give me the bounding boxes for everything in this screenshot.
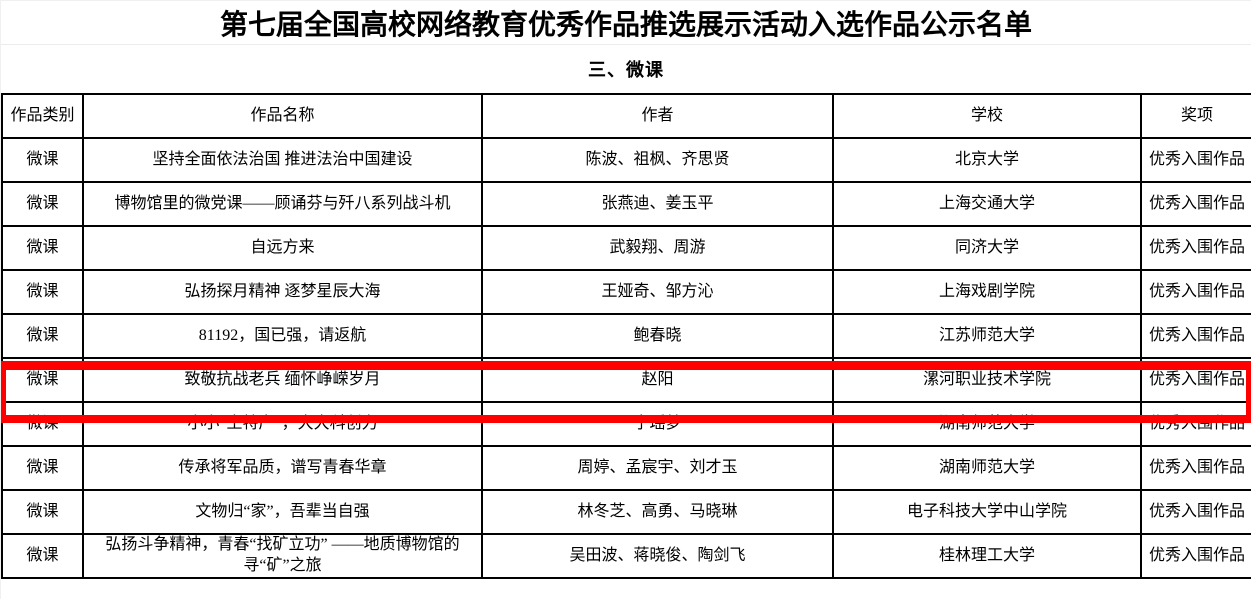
cell-category: 微课 — [1, 225, 84, 271]
header-cell-title: 作品名称 — [82, 93, 483, 139]
cell-award: 优秀入围作品 — [1140, 225, 1251, 271]
works-table: 作品类别 作品名称 作者 学校 奖项 微课 坚持全面依法治国 推进法治中国建设 陈波… — [1, 93, 1251, 579]
cell-award: 优秀入围作品 — [1140, 533, 1251, 579]
cell-school: 上海交通大学 — [832, 181, 1142, 227]
cell-category: 微课 — [1, 489, 84, 535]
cell-title: 81192，国已强，请返航 — [82, 313, 483, 359]
table-row-highlighted: 微课 致敬抗战老兵 缅怀峥嵘岁月 赵阳 漯河职业技术学院 优秀入围作品 — [1, 357, 1251, 403]
cell-award: 优秀入围作品 — [1140, 181, 1251, 227]
cell-authors: 吴田波、蒋晓俊、陶剑飞 — [481, 533, 834, 579]
cell-school: 桂林理工大学 — [832, 533, 1142, 579]
table-row: 微课 81192，国已强，请返航 鲍春晓 江苏师范大学 优秀入围作品 — [1, 313, 1251, 359]
cell-award: 优秀入围作品 — [1140, 445, 1251, 491]
section-bar: 三、微课 — [1, 45, 1251, 93]
cell-title: 坚持全面依法治国 推进法治中国建设 — [82, 137, 483, 183]
header-cell-award: 奖项 — [1140, 93, 1251, 139]
cell-title: 博物馆里的微党课——顾诵芬与歼八系列战斗机 — [82, 181, 483, 227]
cell-category: 微课 — [1, 533, 84, 579]
cell-title: 传承将军品质，谱写青春华章 — [82, 445, 483, 491]
cell-authors: 宁瑶梦 — [481, 401, 834, 447]
cell-authors: 周婷、孟宸宇、刘才玉 — [481, 445, 834, 491]
cell-title: 自远方来 — [82, 225, 483, 271]
header-cell-category: 作品类别 — [1, 93, 84, 139]
cell-category: 微课 — [1, 401, 84, 447]
cell-school: 湖南师范大学 — [832, 445, 1142, 491]
table-row: 微课 坚持全面依法治国 推进法治中国建设 陈波、祖枫、齐思贤 北京大学 优秀入围作品 — [1, 137, 1251, 183]
cell-award: 优秀入围作品 — [1140, 489, 1251, 535]
table-row: 微课 弘扬斗争精神，青春“找矿立功” ——地质博物馆的寻“矿”之旅 吴田波、蒋晓俊、… — [1, 533, 1251, 579]
section-label: 三、微课 — [588, 60, 664, 80]
page-title: 第七届全国高校网络教育优秀作品推选展示活动入选作品公示名单 — [219, 9, 1032, 41]
cell-category: 微课 — [1, 269, 84, 315]
cell-title: 小小“土特产”，大大科创力 — [82, 401, 483, 447]
cell-title: 文物归“家”，吾辈当自强 — [82, 489, 483, 535]
table-body: 微课 坚持全面依法治国 推进法治中国建设 陈波、祖枫、齐思贤 北京大学 优秀入围作品 微课… — [1, 137, 1251, 579]
cell-award: 优秀入围作品 — [1140, 313, 1251, 359]
cell-school: 同济大学 — [832, 225, 1142, 271]
cell-award: 优秀入围作品 — [1140, 137, 1251, 183]
cell-authors: 鲍春晓 — [481, 313, 834, 359]
cell-award: 优秀入围作品 — [1140, 401, 1251, 447]
cell-title: 致敬抗战老兵 缅怀峥嵘岁月 — [82, 357, 483, 403]
cell-school: 电子科技大学中山学院 — [832, 489, 1142, 535]
cell-authors: 张燕迪、姜玉平 — [481, 181, 834, 227]
cell-category: 微课 — [1, 137, 84, 183]
cell-category: 微课 — [1, 313, 84, 359]
table-row: 微课 博物馆里的微党课——顾诵芬与歼八系列战斗机 张燕迪、姜玉平 上海交通大学 优秀入围… — [1, 181, 1251, 227]
cell-award: 优秀入围作品 — [1140, 357, 1251, 403]
cell-title: 弘扬斗争精神，青春“找矿立功” ——地质博物馆的寻“矿”之旅 — [82, 533, 483, 579]
cell-category: 微课 — [1, 357, 84, 403]
table-row: 微课 文物归“家”，吾辈当自强 林冬芝、高勇、马晓琳 电子科技大学中山学院 优秀入围作品 — [1, 489, 1251, 535]
table-row: 微课 传承将军品质，谱写青春华章 周婷、孟宸宇、刘才玉 湖南师范大学 优秀入围作品 — [1, 445, 1251, 491]
cell-authors: 武毅翔、周游 — [481, 225, 834, 271]
table-row: 微课 自远方来 武毅翔、周游 同济大学 优秀入围作品 — [1, 225, 1251, 271]
header-cell-authors: 作者 — [481, 93, 834, 139]
cell-school: 湖南师范大学 — [832, 401, 1142, 447]
cell-school: 北京大学 — [832, 137, 1142, 183]
cell-school: 上海戏剧学院 — [832, 269, 1142, 315]
cell-authors: 赵阳 — [481, 357, 834, 403]
cell-school: 江苏师范大学 — [832, 313, 1142, 359]
cell-award: 优秀入围作品 — [1140, 269, 1251, 315]
cell-category: 微课 — [1, 445, 84, 491]
title-bar: 第七届全国高校网络教育优秀作品推选展示活动入选作品公示名单 — [1, 1, 1251, 45]
header-cell-school: 学校 — [832, 93, 1142, 139]
cell-category: 微课 — [1, 181, 84, 227]
cell-school: 漯河职业技术学院 — [832, 357, 1142, 403]
cell-authors: 王娅奇、邹方沁 — [481, 269, 834, 315]
table-header-row: 作品类别 作品名称 作者 学校 奖项 — [1, 93, 1251, 139]
cell-authors: 林冬芝、高勇、马晓琳 — [481, 489, 834, 535]
table-row: 微课 弘扬探月精神 逐梦星辰大海 王娅奇、邹方沁 上海戏剧学院 优秀入围作品 — [1, 269, 1251, 315]
table-row: 微课 小小“土特产”，大大科创力 宁瑶梦 湖南师范大学 优秀入围作品 — [1, 401, 1251, 447]
cell-title: 弘扬探月精神 逐梦星辰大海 — [82, 269, 483, 315]
cell-authors: 陈波、祖枫、齐思贤 — [481, 137, 834, 183]
